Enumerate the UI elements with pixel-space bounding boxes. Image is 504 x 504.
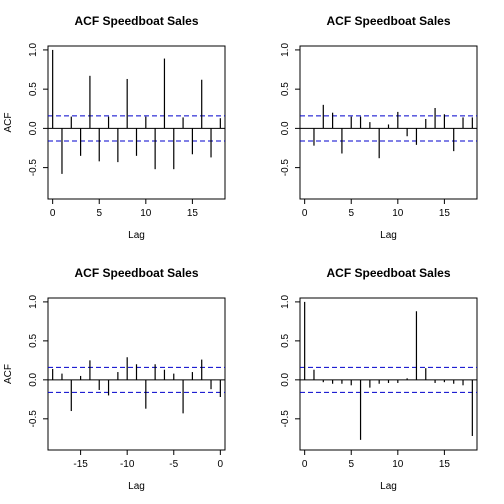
x-tick-label: 0 bbox=[218, 459, 224, 470]
x-tick-label: 0 bbox=[302, 459, 308, 470]
acf-panel-3: ACF Speedboat Sales -15 -10 -5 0 -0.5 0.0 0.5 1.… bbox=[3, 266, 226, 492]
y-tick-label: 0.0 bbox=[280, 121, 291, 135]
x-tick-label: 15 bbox=[187, 208, 199, 219]
y-tick-label: 0.0 bbox=[28, 372, 39, 386]
x-tick-label: 15 bbox=[439, 208, 451, 219]
y-tick-label: -0.5 bbox=[28, 159, 39, 177]
y-tick-label: 0.5 bbox=[280, 82, 291, 96]
y-tick-label: 1.0 bbox=[280, 295, 291, 309]
x-axis-label: Lag bbox=[128, 481, 145, 492]
y-tick-label: -0.5 bbox=[280, 159, 291, 177]
x-tick-label: 0 bbox=[302, 208, 308, 219]
y-tick-label: 0.5 bbox=[280, 333, 291, 347]
x-tick-label: 10 bbox=[392, 208, 404, 219]
x-tick-label: 15 bbox=[439, 459, 451, 470]
acf-panel-4: ACF Speedboat Sales 0 5 10 15 -0.5 0.0 0.5 1.0 La… bbox=[280, 266, 478, 492]
x-tick-label: -5 bbox=[169, 459, 178, 470]
x-tick-label: 0 bbox=[50, 208, 56, 219]
x-tick-label: 5 bbox=[348, 459, 354, 470]
y-tick-label: 0.0 bbox=[28, 121, 39, 135]
x-axis-label: Lag bbox=[380, 230, 397, 241]
plot-frame bbox=[299, 45, 478, 200]
y-tick-label: 1.0 bbox=[280, 43, 291, 57]
y-tick-label: -0.5 bbox=[280, 410, 291, 428]
y-tick-label: 0.0 bbox=[280, 372, 291, 386]
chart-title: ACF Speedboat Sales bbox=[74, 14, 198, 28]
y-tick-label: -0.5 bbox=[28, 410, 39, 428]
chart-title: ACF Speedboat Sales bbox=[326, 266, 450, 280]
plot-frame bbox=[47, 297, 226, 451]
x-tick-label: -10 bbox=[120, 459, 135, 470]
chart-title: ACF Speedboat Sales bbox=[326, 14, 450, 28]
y-tick-label: 0.5 bbox=[28, 82, 39, 96]
x-tick-label: 10 bbox=[140, 208, 152, 219]
chart-title: ACF Speedboat Sales bbox=[74, 266, 198, 280]
plot-frame bbox=[47, 45, 226, 200]
plot-frame bbox=[299, 297, 478, 451]
y-axis-label: ACF bbox=[3, 113, 14, 133]
y-tick-label: 1.0 bbox=[28, 43, 39, 57]
y-tick-label: 0.5 bbox=[28, 333, 39, 347]
x-tick-label: 10 bbox=[392, 459, 404, 470]
acf-panel-2: ACF Speedboat Sales 0 5 10 15 -0.5 0.0 0.5 1.0 La… bbox=[280, 14, 478, 241]
x-axis-label: Lag bbox=[380, 481, 397, 492]
x-axis-label: Lag bbox=[128, 230, 145, 241]
acf-panel-1: ACF Speedboat Sales 0 5 10 15 -0.5 0.0 0.5 1.0 La… bbox=[3, 14, 226, 241]
y-tick-label: 1.0 bbox=[28, 295, 39, 309]
y-axis-label: ACF bbox=[3, 364, 14, 384]
x-tick-label: -15 bbox=[73, 459, 88, 470]
x-tick-label: 5 bbox=[348, 208, 354, 219]
x-tick-label: 5 bbox=[96, 208, 102, 219]
